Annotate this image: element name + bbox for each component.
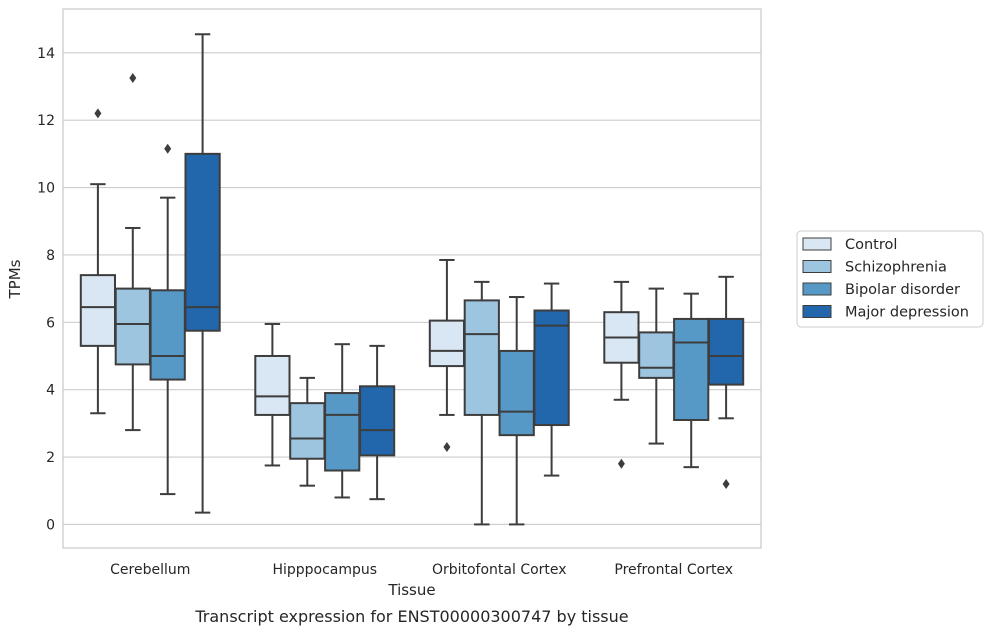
box-iqr [324,392,361,472]
box-control [79,108,117,415]
box-iqr [149,289,186,381]
x-axis-label: Tissue [387,581,435,599]
x-tick-label: Cerebellum [110,562,190,578]
outlier-point [617,458,625,469]
box-major-depression [533,282,570,477]
box-iqr [463,299,500,416]
chart-caption: Transcript expression for ENST0000030074… [194,607,628,626]
outlier-point [94,108,102,119]
box-iqr [358,385,396,457]
box-schizophrenia [289,376,326,487]
legend-swatch [802,237,832,251]
y-tick-label: 12 [37,113,55,129]
legend-swatch [802,305,832,318]
y-tick-label: 10 [37,181,55,197]
box-iqr [114,287,151,366]
outlier-point [129,73,137,84]
legend-label: Bipolar disorder [845,282,960,298]
box-bipolar-disorder [498,296,535,526]
box-control [603,280,640,469]
box-iqr [498,349,535,437]
legend-label: Schizophrenia [845,260,947,276]
legend-swatch [802,260,832,273]
y-axis-label: TPMs [6,259,24,299]
legend-label: Major depression [845,305,969,321]
outlier-point [164,143,172,154]
y-tick-label: 4 [46,383,55,399]
box-schizophrenia [463,280,500,526]
box-control [254,322,291,467]
legend: Control Schizophrenia Bipolar disorder Majo… [796,230,984,328]
y-tick-labels: 0 2 4 6 8 10 12 14 [37,46,55,534]
box-iqr [428,319,466,368]
box-bipolar-disorder [149,143,186,496]
x-tick-label: Hipppocampus [272,562,377,578]
box-iqr [707,317,745,386]
box-control [428,258,466,452]
box-iqr [254,354,291,416]
outlier-point [722,478,730,489]
box-major-depression [184,33,221,514]
box-iqr [673,317,710,421]
y-tick-label: 8 [46,248,55,264]
legend-swatch [802,282,832,296]
box-iqr [638,331,675,379]
x-tick-label: Prefrontal Cortex [614,562,733,578]
y-tick-label: 14 [37,46,55,62]
box-iqr [184,152,221,332]
box-schizophrenia [114,73,151,432]
box-iqr [289,402,326,460]
box-major-depression [358,344,396,501]
x-tick-label: Orbitofontal Cortex [432,562,567,578]
box-bipolar-disorder [324,343,361,499]
y-tick-label: 0 [46,517,55,533]
legend-frame [796,230,984,328]
x-tick-labels: Cerebellum Hipppocampus Orbitofontal Corte… [110,562,733,578]
box-bipolar-disorder [673,292,710,469]
box-iqr [79,274,117,347]
y-tick-label: 6 [46,315,55,331]
outlier-point [443,441,451,452]
legend-label: Control [845,237,897,253]
box-iqr [533,309,570,427]
box-series-group [79,33,745,526]
box-schizophrenia [638,287,675,445]
plot-area-frame [62,8,762,549]
y-tick-label: 2 [46,450,55,466]
box-major-depression [707,275,745,489]
